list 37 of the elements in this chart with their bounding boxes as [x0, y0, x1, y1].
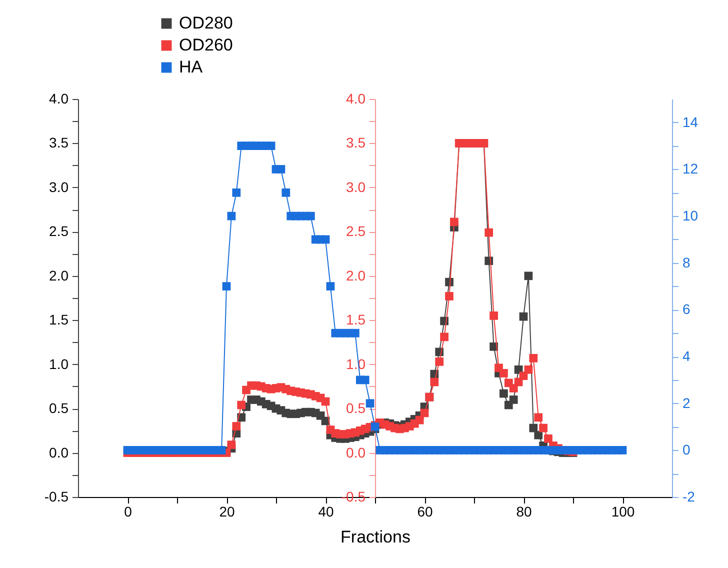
legend-label: OD260 — [179, 36, 233, 54]
y3-tick-label: 0 — [682, 442, 690, 458]
y-tick-label: 4.0 — [49, 90, 69, 106]
x-tick-label: 40 — [318, 504, 334, 520]
y-tick-label: 3.5 — [49, 134, 69, 151]
y2-tick-label: 2.5 — [346, 223, 366, 240]
y2-tick-label: 2.0 — [346, 267, 366, 284]
y2-tick-label: 4.0 — [346, 90, 366, 106]
y-tick-label: 1.5 — [49, 312, 69, 328]
y-tick-label: 2.5 — [49, 223, 69, 240]
x-tick-label: 60 — [417, 504, 433, 520]
y-tick-label: 3.0 — [49, 178, 69, 195]
y3-tick-label: 2 — [682, 394, 690, 411]
y3-tick-label: 8 — [682, 254, 690, 270]
y2-tick-label: 0.0 — [346, 444, 366, 460]
y2-tick-label: 1.5 — [346, 312, 366, 328]
x-tick-label: 0 — [124, 504, 132, 520]
y3-tick-label: 6 — [682, 301, 690, 318]
x-tick-label: 100 — [611, 504, 635, 520]
y-tick-label: 2.0 — [49, 267, 69, 284]
x-tick-label: 20 — [219, 504, 235, 520]
y3-tick-label: 14 — [682, 114, 698, 130]
legend-label: HA — [179, 58, 204, 76]
y3-tick-label: 10 — [682, 208, 698, 224]
y-tick-label: 1.0 — [49, 356, 69, 372]
y2-tick-label: 3.0 — [346, 178, 366, 195]
y-tick-label: -0.5 — [44, 488, 69, 504]
y3-tick-label: -2 — [682, 488, 696, 504]
legend-label: OD280 — [179, 14, 233, 32]
y2-tick-label: 0.5 — [346, 400, 366, 416]
y3-tick-label: 12 — [682, 160, 698, 177]
y3-tick-label: 4 — [682, 348, 690, 364]
y-tick-label: 0.0 — [49, 444, 69, 460]
y2-tick-label: 3.5 — [346, 134, 366, 151]
x-axis-title: Fractions — [340, 528, 410, 546]
y-tick-label: 0.5 — [49, 400, 69, 416]
x-tick-label: 80 — [516, 504, 532, 520]
